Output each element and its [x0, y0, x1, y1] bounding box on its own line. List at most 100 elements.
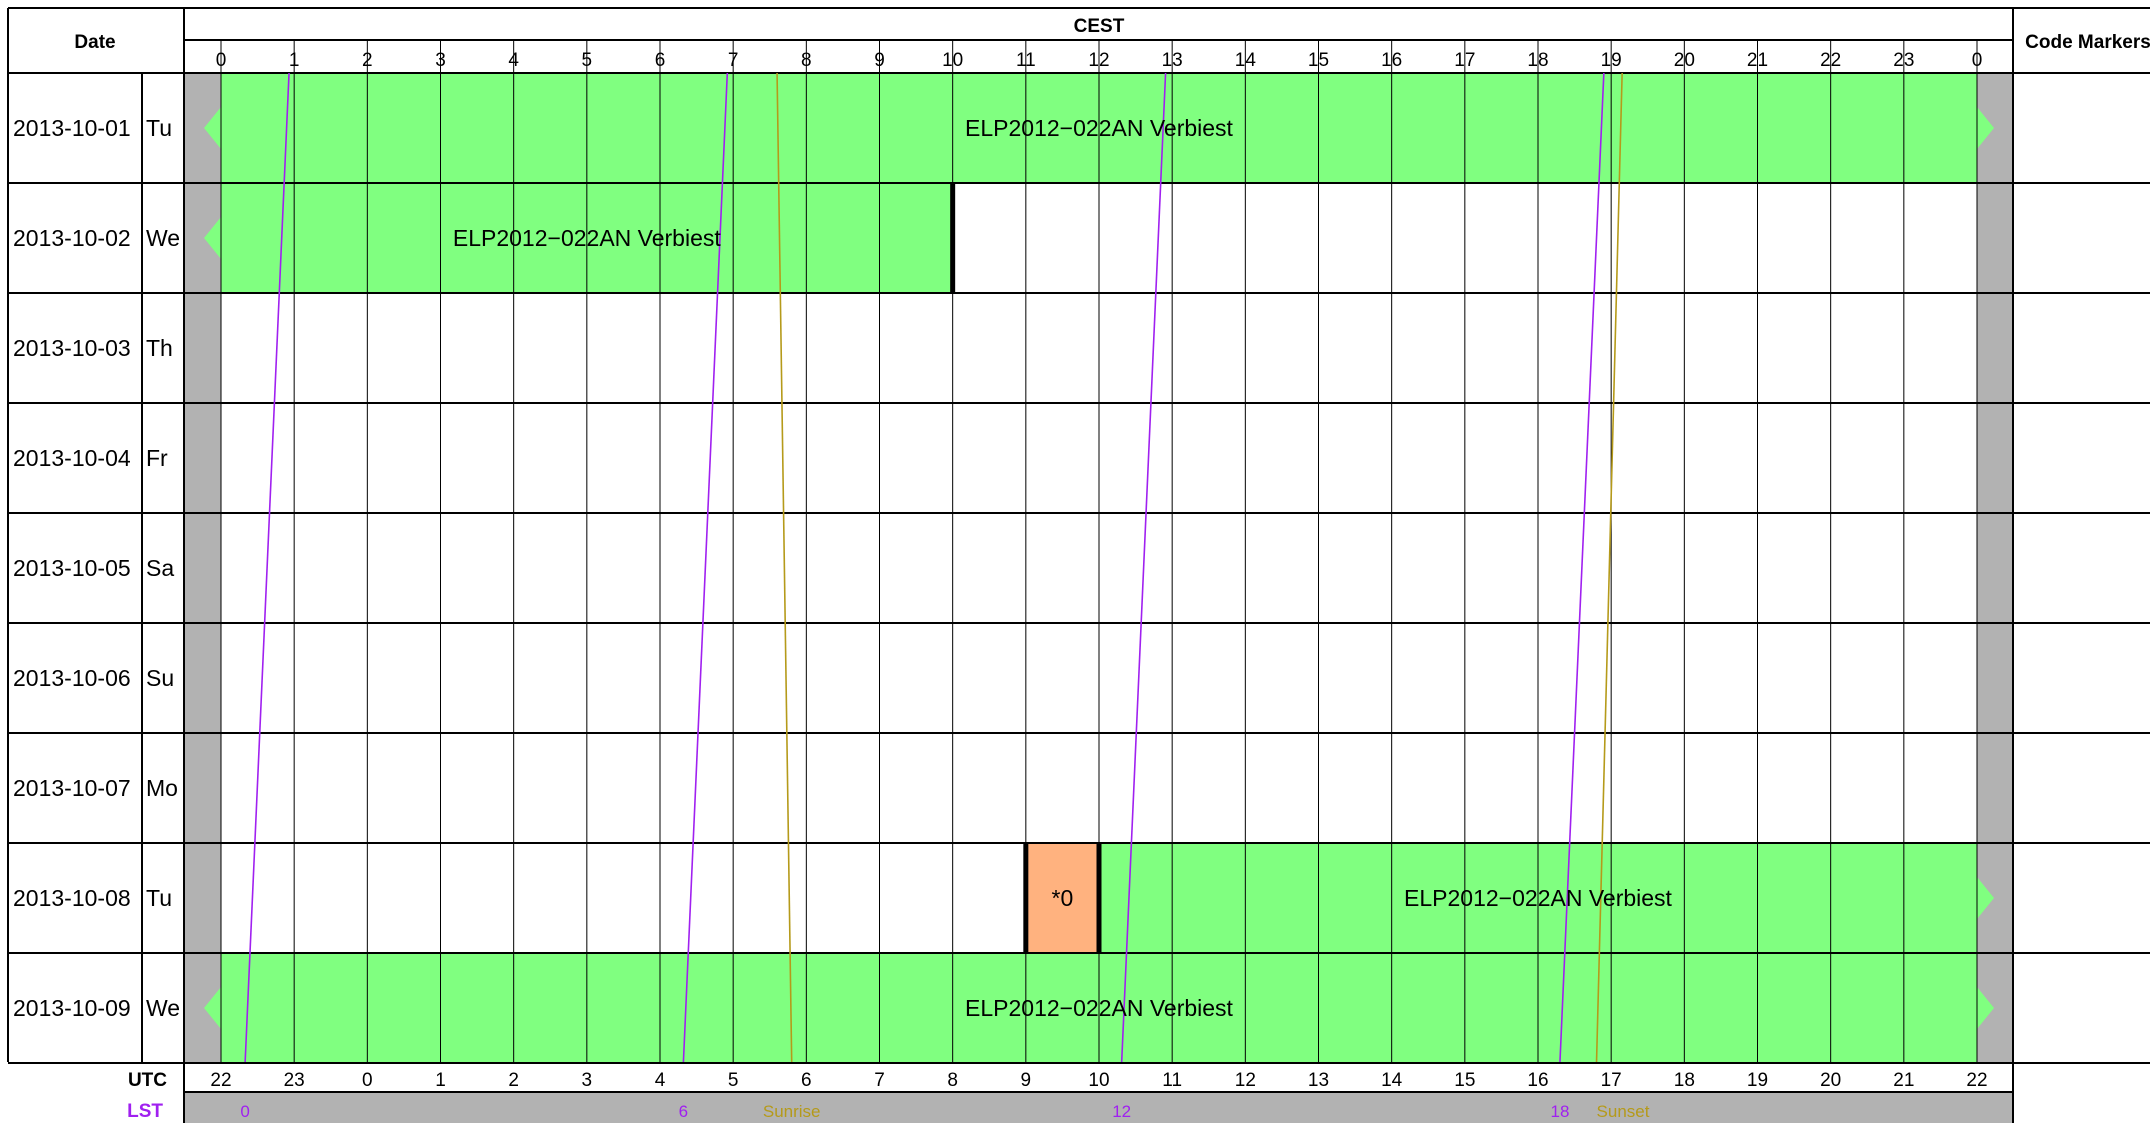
- row-day-label: We: [146, 995, 180, 1021]
- utc-tick-label: 20: [1820, 1070, 1841, 1091]
- cest-tick-label: 3: [435, 50, 446, 71]
- utc-tick-label: 22: [1966, 1070, 1987, 1091]
- booking-label: *0: [1052, 885, 1074, 911]
- row-day-label: Sa: [146, 555, 174, 581]
- utc-tick-label: 2: [508, 1070, 519, 1091]
- row-date-label: 2013-10-09: [13, 995, 131, 1021]
- sunset-line: [1595, 72, 1623, 1063]
- utc-tick-label: 10: [1088, 1070, 1109, 1091]
- cest-tick-label: 10: [942, 50, 963, 71]
- row-day-label: Fr: [146, 445, 168, 471]
- utc-tick-label: 5: [728, 1070, 739, 1091]
- lst-line: [1559, 72, 1605, 1063]
- cest-tick-label: 12: [1088, 50, 1109, 71]
- cest-tick-label: 17: [1454, 50, 1475, 71]
- row-date-label: 2013-10-05: [13, 555, 131, 581]
- utc-tick-label: 7: [874, 1070, 885, 1091]
- utc-tick-label: 18: [1674, 1070, 1695, 1091]
- cest-tick-label: 22: [1820, 50, 1841, 71]
- booking-label: ELP2012−022AN Verbiest: [1404, 885, 1673, 911]
- grid-layer: [7, 7, 2150, 1123]
- continues-before-arrow: [204, 217, 221, 259]
- utc-tick-label: 23: [284, 1070, 305, 1091]
- row-day-label: Su: [146, 665, 174, 691]
- cest-tick-label: 2: [362, 50, 373, 71]
- lst-hour-label: 6: [679, 1102, 688, 1121]
- code-markers-header: Code Markers: [2025, 32, 2150, 53]
- row-date-label: 2013-10-06: [13, 665, 131, 691]
- utc-tick-label: 14: [1381, 1070, 1403, 1091]
- row-day-label: Th: [146, 335, 173, 361]
- cest-tick-label: 7: [728, 50, 739, 71]
- cest-tick-label: 6: [655, 50, 666, 71]
- cest-tick-label: 23: [1893, 50, 1914, 71]
- lst-hour-label: 18: [1550, 1102, 1569, 1121]
- row-day-label: Tu: [146, 115, 172, 141]
- lst-line: [244, 72, 290, 1063]
- cest-tick-label: 4: [508, 50, 519, 71]
- cest-tick-label: 8: [801, 50, 812, 71]
- booking-label: ELP2012−022AN Verbiest: [965, 115, 1234, 141]
- utc-tick-label: 1: [435, 1070, 446, 1091]
- booking-block: [1025, 843, 1099, 953]
- continues-before-arrow: [204, 987, 221, 1029]
- utc-label: UTC: [128, 1070, 167, 1091]
- utc-tick-label: 13: [1308, 1070, 1329, 1091]
- lst-line: [1120, 72, 1167, 1063]
- row-date-label: 2013-10-04: [13, 445, 131, 471]
- utc-tick-label: 15: [1454, 1070, 1475, 1091]
- sunrise-line: [776, 72, 793, 1063]
- row-date-label: 2013-10-01: [13, 115, 131, 141]
- utc-tick-label: 19: [1747, 1070, 1768, 1091]
- lst-label: LST: [127, 1101, 163, 1122]
- lst-sun-lines-layer: [244, 72, 1623, 1063]
- row-date-label: 2013-10-07: [13, 775, 131, 801]
- utc-tick-label: 3: [582, 1070, 593, 1091]
- row-date-label: 2013-10-03: [13, 335, 131, 361]
- cest-tick-label: 1: [289, 50, 300, 71]
- utc-tick-label: 17: [1601, 1070, 1622, 1091]
- lst-hour-label: 12: [1112, 1102, 1131, 1121]
- booking-label: ELP2012−022AN Verbiest: [453, 225, 722, 251]
- row-date-label: 2013-10-02: [13, 225, 131, 251]
- utc-tick-label: 0: [362, 1070, 373, 1091]
- lst-hour-label: 0: [240, 1102, 249, 1121]
- cest-tick-label: 18: [1527, 50, 1548, 71]
- continues-before-arrow: [204, 107, 221, 149]
- utc-tick-label: 22: [210, 1070, 231, 1091]
- cest-tick-label: 14: [1235, 50, 1257, 71]
- row-day-label: Tu: [146, 885, 172, 911]
- utc-tick-label: 11: [1162, 1070, 1182, 1091]
- labels-layer: Date CEST Code Markers UTC LST 2013-10-0…: [13, 16, 2150, 1122]
- cest-tick-label: 19: [1601, 50, 1622, 71]
- sunset-label: Sunset: [1597, 1102, 1650, 1121]
- utc-tick-label: 16: [1527, 1070, 1548, 1091]
- cest-tick-label: 11: [1016, 50, 1036, 71]
- cest-tick-label: 5: [582, 50, 593, 71]
- utc-tick-label: 21: [1893, 1070, 1914, 1091]
- booking-label: ELP2012−022AN Verbiest: [965, 995, 1234, 1021]
- cest-tick-label: 0: [1972, 50, 1983, 71]
- date-column-header: Date: [74, 32, 115, 53]
- utc-tick-label: 9: [1021, 1070, 1032, 1091]
- cest-tick-label: 16: [1381, 50, 1402, 71]
- lst-strip: [184, 1092, 2013, 1123]
- utc-tick-label: 8: [947, 1070, 958, 1091]
- row-day-label: Mo: [146, 775, 178, 801]
- sunrise-label: Sunrise: [763, 1102, 821, 1121]
- continues-after-arrow: [1977, 107, 1994, 149]
- continues-after-arrow: [1977, 987, 1994, 1029]
- utc-tick-label: 6: [801, 1070, 812, 1091]
- continues-after-arrow: [1977, 877, 1994, 919]
- cest-tick-label: 13: [1162, 50, 1183, 71]
- utc-tick-label: 4: [655, 1070, 666, 1091]
- cest-tick-label: 9: [874, 50, 885, 71]
- cest-tick-label: 20: [1674, 50, 1695, 71]
- lst-line: [682, 72, 729, 1063]
- right-margin-band: [1977, 73, 2013, 1062]
- cest-tick-label: 15: [1308, 50, 1329, 71]
- row-day-label: We: [146, 225, 180, 251]
- left-margin-band: [184, 73, 221, 1062]
- row-date-label: 2013-10-08: [13, 885, 131, 911]
